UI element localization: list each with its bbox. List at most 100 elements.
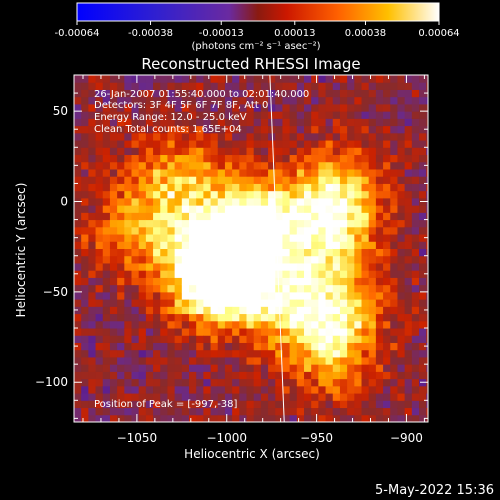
heatmap-cell <box>224 75 233 83</box>
heatmap-cell <box>347 234 355 242</box>
heatmap-cell <box>88 270 97 278</box>
heatmap-cell <box>332 111 341 119</box>
heatmap-cell <box>131 407 140 416</box>
heatmap-cell <box>160 277 168 286</box>
heatmap-cell <box>419 140 427 148</box>
heatmap-cell <box>390 205 398 213</box>
heatmap-cell <box>347 241 355 249</box>
heatmap-cell <box>296 248 305 257</box>
heatmap-cell <box>253 335 262 343</box>
heatmap-cell <box>332 132 341 141</box>
heatmap-cell <box>404 255 413 264</box>
heatmap-cell <box>167 378 176 387</box>
heatmap-cell <box>196 140 204 148</box>
heatmap-cell <box>88 364 97 372</box>
heatmap-cell <box>117 82 125 90</box>
heatmap-cell <box>181 234 190 242</box>
heatmap-cell <box>102 168 111 177</box>
heatmap-cell <box>282 212 291 221</box>
heatmap-cell <box>361 103 370 112</box>
heatmap-cell <box>311 118 319 127</box>
heatmap-cell <box>95 255 104 264</box>
heatmap-cell <box>203 306 212 315</box>
heatmap-cell <box>260 161 269 170</box>
colorbar-tick-label: 0.00064 <box>418 28 459 39</box>
heatmap-cell <box>224 176 233 184</box>
heatmap-cell <box>354 299 363 307</box>
heatmap-cell <box>332 147 341 156</box>
heatmap-cell <box>131 291 140 300</box>
heatmap-cell <box>339 270 348 278</box>
heatmap-cell <box>224 313 233 322</box>
heatmap-cell <box>347 335 355 343</box>
heatmap-cell <box>181 241 190 249</box>
heatmap-cell <box>354 226 363 235</box>
heatmap-cell <box>109 385 118 394</box>
heatmap-cell <box>253 241 262 249</box>
heatmap-cell <box>404 176 413 184</box>
heatmap-cell <box>289 299 298 307</box>
heatmap-cell <box>347 147 355 156</box>
heatmap-cell <box>167 255 176 264</box>
heatmap-cell <box>404 335 413 343</box>
heatmap-cell <box>426 328 428 336</box>
heatmap-cell <box>411 154 420 163</box>
heatmap-cell <box>239 400 248 409</box>
heatmap-cell <box>404 378 413 387</box>
heatmap-cell <box>282 205 291 213</box>
heatmap-cell <box>253 400 262 409</box>
annotation-peak: Position of Peak = [-997,-38] <box>94 399 238 410</box>
heatmap-cell <box>81 168 89 177</box>
heatmap-cell <box>138 364 147 372</box>
heatmap-cell <box>131 364 140 372</box>
heatmap-cell <box>404 262 413 271</box>
heatmap-cell <box>260 226 269 235</box>
heatmap-cell <box>318 255 327 264</box>
heatmap-cell <box>347 284 355 293</box>
heatmap-cell <box>174 89 183 98</box>
heatmap-cell <box>325 393 334 401</box>
heatmap-cell <box>426 118 428 127</box>
heatmap-cell <box>117 385 125 394</box>
heatmap-cell <box>368 103 377 112</box>
heatmap-cell <box>339 234 348 242</box>
heatmap-cell <box>232 385 240 394</box>
heatmap-cell <box>117 320 125 329</box>
heatmap-cell <box>167 183 176 192</box>
x-tick-label: −1050 <box>117 431 158 445</box>
heatmap-cell <box>253 349 262 358</box>
heatmap-cell <box>426 277 428 286</box>
heatmap-cell <box>339 414 348 422</box>
heatmap-cell <box>189 335 197 343</box>
heatmap-cell <box>268 342 276 351</box>
heatmap-cell <box>203 378 212 387</box>
heatmap-cell <box>189 75 197 83</box>
heatmap-cell <box>124 320 133 329</box>
heatmap-cell <box>117 400 125 409</box>
heatmap-cell <box>196 313 204 322</box>
heatmap-cell <box>109 161 118 170</box>
heatmap-cell <box>138 96 147 105</box>
heatmap-cell <box>210 320 219 329</box>
heatmap-cell <box>368 118 377 127</box>
heatmap-cell <box>95 96 104 105</box>
heatmap-cell <box>375 161 384 170</box>
heatmap-cell <box>304 248 312 257</box>
heatmap-cell <box>131 248 140 257</box>
heatmap-cell <box>347 248 355 257</box>
heatmap-cell <box>117 197 125 206</box>
heatmap-cell <box>88 154 97 163</box>
heatmap-cell <box>296 75 305 83</box>
heatmap-cell <box>411 342 420 351</box>
heatmap-cell <box>102 306 111 315</box>
heatmap-cell <box>275 320 283 329</box>
heatmap-cell <box>253 313 262 322</box>
heatmap-cell <box>411 96 420 105</box>
heatmap-cell <box>74 393 82 401</box>
heatmap-cell <box>246 414 255 422</box>
heatmap-cell <box>138 219 147 228</box>
heatmap-cell <box>224 255 233 264</box>
heatmap-cell <box>117 306 125 315</box>
heatmap-cell <box>304 335 312 343</box>
heatmap-cell <box>253 414 262 422</box>
